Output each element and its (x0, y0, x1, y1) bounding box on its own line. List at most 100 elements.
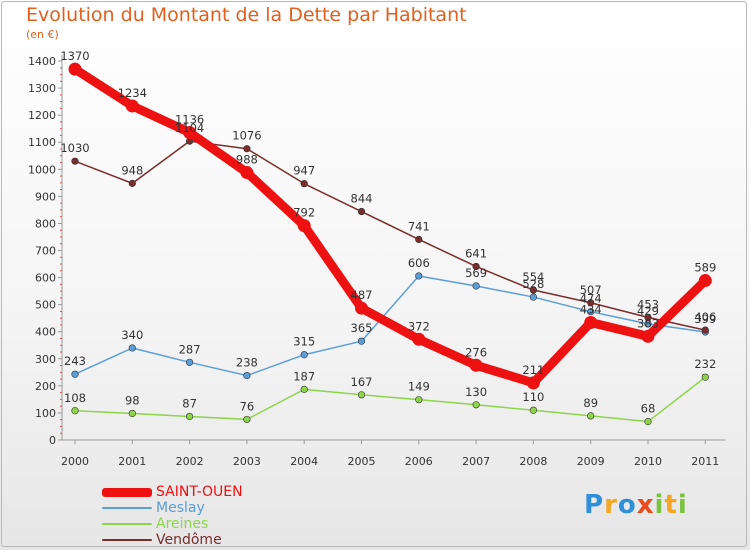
data-point (472, 401, 480, 409)
data-label: 167 (351, 375, 373, 389)
data-point (243, 145, 251, 153)
data-point (526, 376, 540, 390)
data-label: 276 (465, 345, 487, 359)
data-label: 315 (293, 335, 315, 349)
data-label: 1030 (60, 141, 89, 155)
data-label: 741 (408, 219, 430, 233)
x-tick-label: 2004 (290, 455, 318, 468)
x-tick-label: 2008 (519, 455, 547, 468)
y-tick-label: 1300 (28, 82, 56, 95)
data-label: 487 (351, 288, 373, 302)
legend-label: Vendôme (156, 532, 222, 548)
logo-letter: x (636, 490, 655, 520)
y-tick-label: 1200 (28, 109, 56, 122)
data-point (587, 299, 595, 307)
y-tick-label: 200 (35, 380, 56, 393)
y-tick-label: 300 (35, 353, 56, 366)
x-tick-label: 2009 (577, 455, 605, 468)
data-point (128, 344, 136, 352)
data-label: 98 (125, 393, 140, 407)
legend-swatch (102, 487, 152, 497)
legend-label: Areines (156, 516, 209, 532)
data-point (71, 407, 79, 415)
data-label: 68 (641, 402, 656, 416)
line-chart: 0 100 200 300 400 500 600 700 800 900 1000 1100 1200… (28, 49, 726, 468)
y-tick-label: 100 (35, 407, 56, 420)
data-point (472, 282, 480, 290)
x-tick-label: 2010 (634, 455, 662, 468)
x-tick-label: 2002 (176, 455, 204, 468)
data-label: 108 (64, 391, 86, 405)
data-label: 149 (408, 380, 430, 394)
data-point (68, 62, 82, 76)
data-label: 1136 (175, 112, 204, 126)
series-line-areines (74, 376, 707, 423)
legend: SAINT-OUEN Meslay Areines Vendôme (102, 484, 243, 548)
data-point (71, 370, 79, 378)
data-point (186, 412, 194, 421)
data-point (698, 274, 712, 288)
x-tick-label: 2005 (348, 455, 376, 468)
chart-subtitle: (en €) (26, 28, 59, 41)
data-point (415, 235, 423, 244)
data-point (529, 286, 538, 294)
data-label: 340 (121, 328, 143, 342)
data-point (186, 358, 194, 366)
logo-letter: t (664, 490, 678, 520)
legend-item: SAINT-OUEN (102, 484, 243, 500)
data-label: 365 (351, 321, 373, 335)
data-point (701, 326, 709, 334)
proxiti-logo: Proxiti (584, 490, 688, 520)
x-tick-label: 2011 (691, 455, 719, 468)
y-tick-label: 1400 (28, 55, 56, 68)
data-point (183, 125, 197, 139)
data-label: 474 (580, 292, 602, 306)
data-label: 844 (351, 192, 373, 206)
data-label: 383 (637, 316, 659, 330)
data-point (71, 157, 79, 165)
data-label: 187 (293, 369, 315, 383)
x-tick-label: 2003 (233, 455, 261, 468)
data-label: 988 (236, 153, 258, 167)
y-tick-label: 1000 (28, 163, 56, 176)
data-point (128, 179, 136, 187)
y-tick-label: 400 (35, 326, 56, 339)
data-point (644, 313, 652, 321)
x-tick-label: 2007 (462, 455, 490, 468)
legend-item: Areines (102, 516, 243, 532)
data-label: 507 (580, 283, 602, 297)
data-label: 211 (522, 363, 544, 377)
data-point (584, 316, 598, 330)
data-point (357, 391, 366, 399)
data-point (355, 301, 368, 315)
y-tick-label: 800 (35, 217, 56, 230)
series-line-saint-ouen (70, 64, 710, 388)
data-point (297, 219, 311, 233)
data-label: 641 (465, 246, 487, 260)
data-point (300, 351, 308, 359)
data-label: 243 (64, 354, 86, 368)
y-tick-label: 1100 (28, 136, 56, 149)
legend-item: Meslay (102, 500, 243, 516)
data-label: 792 (293, 206, 315, 220)
data-point (529, 293, 538, 301)
series-line-meslay (74, 275, 707, 377)
data-label: 1076 (232, 129, 261, 143)
legend-swatch (102, 539, 152, 541)
data-label: 399 (694, 312, 716, 326)
data-point (357, 337, 366, 345)
legend-label: Meslay (156, 500, 205, 516)
y-tick-label: 900 (35, 190, 56, 203)
data-point (300, 180, 308, 188)
legend-swatch (102, 523, 152, 525)
data-label: 589 (694, 261, 716, 275)
data-label: 948 (121, 163, 143, 177)
data-label: 434 (580, 303, 602, 317)
data-label: 87 (182, 396, 197, 410)
chart-title: Evolution du Montant de la Dette par Hab… (26, 4, 467, 26)
data-point (357, 207, 366, 216)
logo-letter: P (584, 490, 605, 520)
data-point (243, 415, 251, 424)
data-label: 110 (522, 390, 544, 404)
